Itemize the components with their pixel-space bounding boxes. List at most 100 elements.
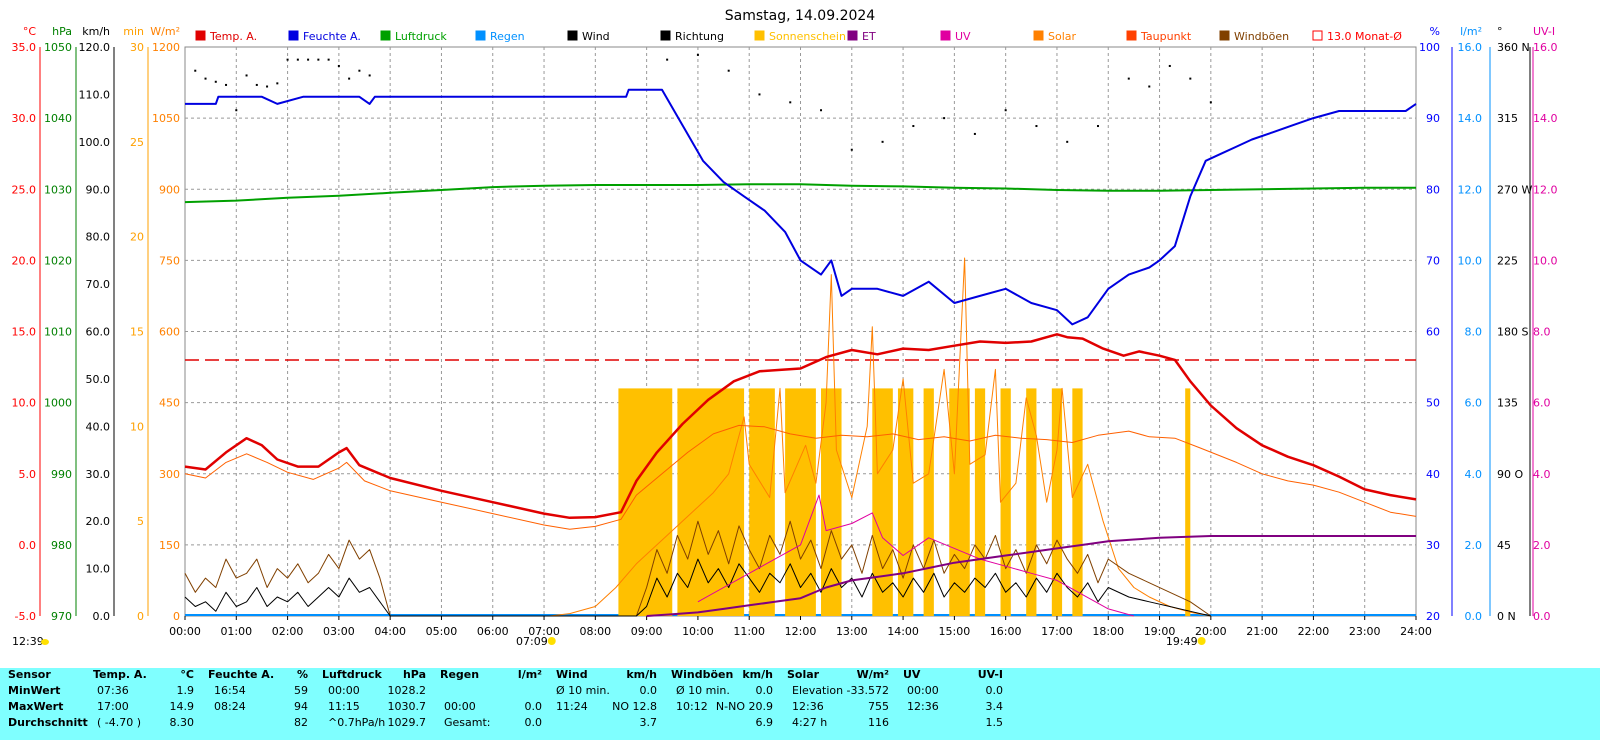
- axis-tick-solar: 750: [159, 254, 180, 267]
- axis-tick-temp: 25.0: [12, 183, 37, 196]
- axis-tick-solar: 0: [173, 610, 180, 623]
- legend-label: 13.0 Monat-Ø: [1327, 30, 1402, 43]
- stats-header: Regen: [440, 668, 480, 681]
- series-feuchte-a-: [185, 88, 1417, 326]
- time-tick: 05:00: [426, 625, 458, 638]
- series-luftdruck: [184, 183, 1416, 204]
- axis-tick-pressure: 1010: [44, 326, 72, 339]
- axis-unit-solar: W/m²: [150, 25, 180, 38]
- axis-tick-sunmin: 0: [137, 610, 144, 623]
- stats-header: l/m²: [517, 668, 542, 681]
- legend-swatch: [1126, 30, 1137, 41]
- axis-tick-uv: 4.0: [1533, 468, 1551, 481]
- direction-point: [1096, 125, 1099, 128]
- axis-tick-sunmin: 15: [130, 326, 144, 339]
- axis-tick-wind: 0.0: [93, 610, 111, 623]
- sunshine-bar: [1026, 388, 1037, 616]
- stats-row-label: Durchschnitt: [8, 716, 88, 729]
- axis-tick-temp: 30.0: [12, 112, 37, 125]
- direction-point: [1004, 109, 1007, 112]
- direction-point: [266, 85, 269, 88]
- direction-point: [912, 125, 915, 128]
- axis-tick-pressure: 1040: [44, 112, 72, 125]
- stats-header: %: [296, 668, 308, 681]
- axis-tick-wind: 120.0: [79, 41, 111, 54]
- axis-unit-pressure: hPa: [52, 25, 72, 38]
- axis-tick-pressure: 980: [51, 539, 72, 552]
- axis-tick-pressure: 1050: [44, 41, 72, 54]
- sunset-icon: [1197, 637, 1206, 645]
- direction-point: [327, 58, 330, 61]
- axis-unit-rain: l/m²: [1460, 25, 1482, 38]
- axis-tick-uv: 8.0: [1533, 326, 1551, 339]
- time-tick: 18:00: [1092, 625, 1124, 638]
- sunshine-bar: [1051, 388, 1063, 616]
- stats-header: Temp. A.: [93, 668, 147, 681]
- stats-cell: Gesamt:: [444, 716, 491, 729]
- axis-tick-direction: 270 W: [1497, 183, 1532, 196]
- axis-tick-uv: 6.0: [1533, 397, 1551, 410]
- axis-tick-direction: 0 N: [1497, 610, 1516, 623]
- legend-swatch: [288, 30, 299, 41]
- stats-header: Solar: [787, 668, 820, 681]
- time-tick: 14:00: [887, 625, 919, 638]
- axis-tick-uv: 0.0: [1533, 610, 1551, 623]
- time-tick: 21:00: [1246, 625, 1278, 638]
- stats-cell: 11:15: [328, 700, 360, 713]
- direction-point: [820, 109, 823, 112]
- time-tick: 04:00: [374, 625, 406, 638]
- stats-cell: ^0.7hPa/h: [328, 716, 386, 729]
- time-tick: 02:00: [272, 625, 304, 638]
- axis-tick-wind: 70.0: [86, 278, 111, 291]
- legend-swatch: [195, 30, 206, 41]
- stats-cell: 07:36: [97, 684, 129, 697]
- legend-label: Feuchte A.: [303, 30, 361, 43]
- axis-tick-sunmin: 20: [130, 231, 144, 244]
- axis-tick-rain: 10.0: [1458, 254, 1483, 267]
- time-tick: 16:00: [990, 625, 1022, 638]
- axis-tick-rain: 16.0: [1458, 41, 1483, 54]
- stats-cell: 1029.7: [387, 716, 427, 729]
- direction-point: [1127, 77, 1130, 80]
- time-tick: 08:00: [579, 625, 611, 638]
- time-tick: 00:00: [169, 625, 201, 638]
- stats-cell: 8.30: [169, 716, 195, 729]
- time-tick: 10:00: [682, 625, 714, 638]
- sunshine-bar: [618, 388, 673, 616]
- direction-point: [943, 117, 946, 120]
- legend-swatch: [660, 30, 671, 41]
- stats-header: Windböen: [671, 668, 734, 681]
- axis-tick-humidity: 40: [1426, 468, 1440, 481]
- axis-tick-temp: 15.0: [12, 326, 37, 339]
- axis-tick-humidity: 30: [1426, 539, 1440, 552]
- legend-swatch: [380, 30, 391, 41]
- axis-tick-direction: 360 N: [1497, 41, 1530, 54]
- legend-label: Temp. A.: [209, 30, 257, 43]
- stats-cell: N-NO 20.9: [715, 700, 773, 713]
- time-tick: 06:00: [477, 625, 509, 638]
- sunshine-bar: [1185, 388, 1191, 616]
- axis-tick-temp: -5.0: [15, 610, 36, 623]
- time-tick: 11:00: [733, 625, 765, 638]
- stats-header: UV: [903, 668, 921, 681]
- right-axes: % 100 90 80 70 60 50 40 30 20 l/m² 16.0 14.0 12.0 10.0…: [1419, 25, 1558, 623]
- direction-point: [235, 109, 238, 112]
- axis-tick-solar: 600: [159, 326, 180, 339]
- axis-tick-rain: 4.0: [1465, 468, 1483, 481]
- axis-tick-wind: 60.0: [86, 326, 111, 339]
- stats-cell: 3.4: [985, 700, 1004, 713]
- axis-tick-temp: 0.0: [19, 539, 37, 552]
- direction-point: [307, 58, 310, 61]
- axis-tick-temp: 35.0: [12, 41, 37, 54]
- legend-label: Taupunkt: [1140, 30, 1192, 43]
- axis-tick-solar: 1200: [152, 41, 180, 54]
- axis-unit-temp: °C: [23, 25, 37, 38]
- direction-point: [881, 140, 884, 143]
- stats-cell: 0.0: [524, 700, 543, 713]
- axis-tick-solar: 300: [159, 468, 180, 481]
- stats-header: km/h: [742, 668, 773, 681]
- time-tick: 17:00: [1041, 625, 1073, 638]
- time-tick: 03:00: [323, 625, 355, 638]
- stats-header: W/m²: [856, 668, 889, 681]
- stats-cell: Elevation: [792, 684, 844, 697]
